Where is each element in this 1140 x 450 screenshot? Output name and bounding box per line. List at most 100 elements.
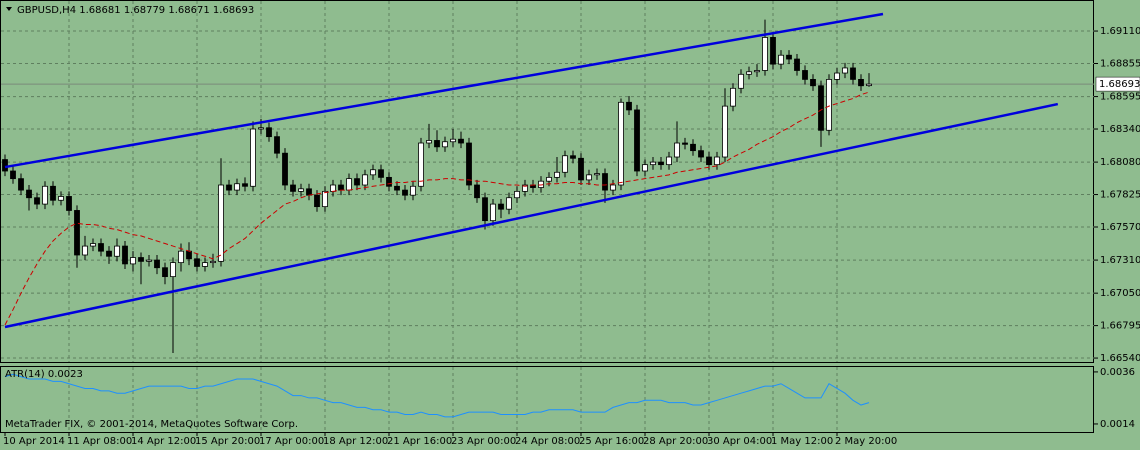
- current-price-box: [1095, 76, 1140, 92]
- candle-body: [250, 128, 256, 187]
- candle-body: [106, 250, 112, 257]
- candle-body: [586, 174, 592, 181]
- y-tick-label: 1.67570: [1100, 222, 1140, 233]
- candle-body: [506, 197, 512, 210]
- candle-body: [50, 185, 56, 201]
- candle-body: [498, 203, 504, 210]
- candle-body: [562, 155, 568, 173]
- candle-body: [146, 259, 152, 262]
- candle-body: [130, 257, 136, 265]
- candle-body: [322, 190, 328, 208]
- x-tick-label: 24 Apr 08:00: [515, 436, 580, 447]
- x-tick-label: 11 Apr 08:00: [67, 436, 132, 447]
- candle-body: [42, 185, 48, 205]
- candle-body: [626, 101, 632, 111]
- candle-body: [546, 176, 552, 182]
- moving-average: [4, 91, 870, 326]
- candle-body: [418, 142, 424, 187]
- candle-body: [298, 188, 304, 192]
- x-tick-label: 21 Apr 16:00: [387, 436, 452, 447]
- candle-body: [378, 169, 384, 178]
- candle-body: [538, 180, 544, 188]
- y-tick-label: 1.68080: [1100, 157, 1140, 168]
- candle-body: [122, 245, 128, 265]
- candle-body: [810, 78, 816, 87]
- candle-body: [762, 37, 768, 71]
- y-tick-label: 1.66540: [1100, 353, 1140, 364]
- y-tick-label: 1.67825: [1100, 190, 1140, 201]
- candle-body: [266, 127, 272, 138]
- candle-body: [754, 70, 760, 73]
- atr-line: [4, 373, 870, 418]
- candle-body: [10, 170, 16, 180]
- candle-body: [402, 189, 408, 196]
- candle-body: [802, 70, 808, 80]
- chart-header: GBPUSD,H4 1.68681 1.68779 1.68671 1.6869…: [17, 5, 254, 16]
- y-tick-label: 1.67310: [1100, 255, 1140, 266]
- candle-body: [154, 259, 160, 269]
- candle-body: [274, 136, 280, 154]
- candle-body: [594, 173, 600, 176]
- y-tick-label: 0.0014: [1100, 419, 1135, 430]
- y-tick-label: 0.0036: [1100, 367, 1135, 378]
- trendline: [4, 12, 884, 169]
- candle-body: [170, 262, 176, 278]
- candle-body: [522, 184, 528, 192]
- candle-body: [234, 183, 240, 191]
- copyright: MetaTrader FIX, © 2001-2014, MetaQuotes …: [5, 419, 298, 430]
- candle-body: [866, 83, 872, 87]
- candle-body: [346, 178, 352, 191]
- candle-body: [610, 184, 616, 191]
- candle-body: [602, 173, 608, 191]
- candle-body: [394, 185, 400, 191]
- candle-body: [370, 169, 376, 176]
- candle-body: [290, 184, 296, 192]
- candle-body: [386, 176, 392, 187]
- candle-body: [330, 184, 336, 192]
- header-open: 1.68681: [79, 5, 120, 16]
- header-low: 1.68671: [168, 5, 209, 16]
- candle-body: [194, 258, 200, 267]
- candle-body: [74, 210, 80, 256]
- candle-body: [306, 188, 312, 196]
- candle-body: [722, 105, 728, 158]
- candle-body: [2, 159, 8, 172]
- candle-body: [362, 174, 368, 186]
- x-tick-label: 17 Apr 00:00: [259, 436, 324, 447]
- candle-body: [98, 243, 104, 252]
- y-tick-label: 1.68855: [1100, 58, 1140, 69]
- candle-body: [226, 184, 232, 191]
- candle-body: [834, 72, 840, 80]
- candle-body: [18, 178, 24, 191]
- candle-body: [186, 250, 192, 260]
- current-price-label: 1.68693: [1099, 79, 1140, 90]
- symbol: GBPUSD,H4: [17, 5, 76, 16]
- candle-body: [66, 196, 72, 211]
- y-tick-label: 1.67050: [1100, 288, 1140, 299]
- candle-body: [850, 67, 856, 80]
- x-tick-label: 15 Apr 20:00: [195, 436, 260, 447]
- candle-body: [786, 54, 792, 60]
- x-tick-label: 14 Apr 12:00: [131, 436, 196, 447]
- candle-body: [618, 101, 624, 186]
- candle-body: [474, 184, 480, 199]
- x-tick-label: 10 Apr 2014: [3, 436, 65, 447]
- candle-body: [178, 250, 184, 264]
- candle-body: [482, 197, 488, 222]
- candle-body: [202, 262, 208, 267]
- candle-body: [642, 164, 648, 172]
- x-tick-label: 18 Apr 12:00: [323, 436, 388, 447]
- candle-body: [554, 171, 560, 178]
- menu-arrow: [6, 7, 12, 11]
- header-close: 1.68693: [213, 5, 254, 16]
- candle-body: [650, 161, 656, 166]
- candle-body: [426, 140, 432, 144]
- candle-body: [410, 185, 416, 196]
- x-tick-label: 2 May 20:00: [835, 436, 897, 447]
- atr-header: ATR(14) 0.0023: [5, 369, 83, 380]
- candle-body: [826, 78, 832, 131]
- x-tick-label: 25 Apr 16:00: [579, 436, 644, 447]
- candle-body: [162, 267, 168, 278]
- candle-body: [682, 142, 688, 145]
